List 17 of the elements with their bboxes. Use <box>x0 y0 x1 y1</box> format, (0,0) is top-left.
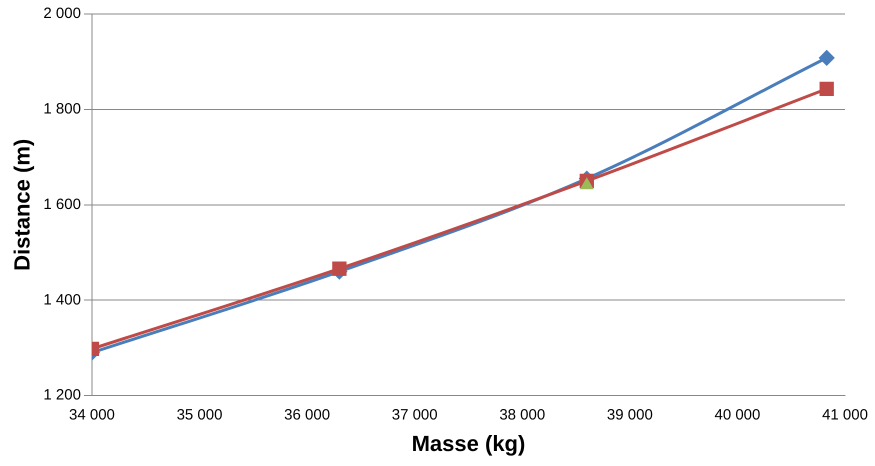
y-tick-label: 2 000 <box>43 5 81 22</box>
y-tick-label: 1 400 <box>43 291 81 308</box>
x-tick-label: 34 000 <box>68 406 115 424</box>
y-tick-label: 1 800 <box>43 100 81 118</box>
x-tick-label: 40 000 <box>714 406 760 424</box>
y-tick-label: 1 600 <box>43 196 81 213</box>
x-tick-label: 37 000 <box>392 406 438 424</box>
y-tick-label: 1 200 <box>43 386 81 404</box>
x-tick-label: 35 000 <box>176 406 222 424</box>
x-tick-label: 36 000 <box>284 406 330 424</box>
x-tick-label: 39 000 <box>606 406 653 424</box>
x-tick-label: 38 000 <box>499 406 546 424</box>
y-axis-title: Distance (m) <box>9 138 34 271</box>
point <box>820 82 834 96</box>
point <box>819 50 834 66</box>
x-axis-title: Masse (kg) <box>412 430 526 456</box>
x-tick-label: 41 000 <box>822 406 868 424</box>
